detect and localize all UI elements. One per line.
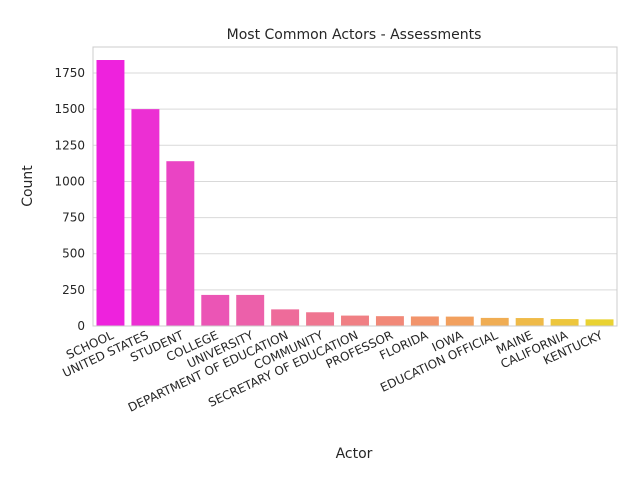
- bar: [445, 316, 474, 326]
- bar: [341, 315, 369, 326]
- bar: [166, 161, 195, 326]
- y-tick-label: 1750: [54, 66, 85, 80]
- y-axis-label: Count: [20, 165, 36, 207]
- bar: [410, 316, 439, 326]
- bar: [585, 319, 614, 326]
- chart-title: Most Common Actors - Assessments: [227, 27, 482, 43]
- bars: [96, 60, 614, 327]
- plot-frame: [92, 46, 618, 327]
- y-axis-ticks: 0 250 500 750 1000 1250 1500 1750: [54, 66, 85, 333]
- y-tick-label: 1000: [54, 174, 85, 188]
- bar: [236, 294, 265, 326]
- y-tick-label: 0: [77, 319, 85, 333]
- x-axis-label: Actor: [336, 446, 373, 462]
- bar: [131, 109, 160, 327]
- bar: [96, 60, 125, 326]
- bar: [375, 316, 404, 326]
- bar: [550, 319, 579, 326]
- bar: [515, 318, 544, 326]
- y-tick-label: 1250: [54, 138, 85, 152]
- bar: [306, 312, 335, 326]
- bar: [271, 309, 300, 326]
- y-tick-label: 750: [62, 211, 85, 225]
- bar: [201, 294, 230, 326]
- y-tick-label: 1500: [54, 102, 85, 116]
- y-tick-label: 500: [62, 247, 85, 261]
- y-tick-label: 250: [62, 283, 85, 297]
- bar: [480, 317, 509, 326]
